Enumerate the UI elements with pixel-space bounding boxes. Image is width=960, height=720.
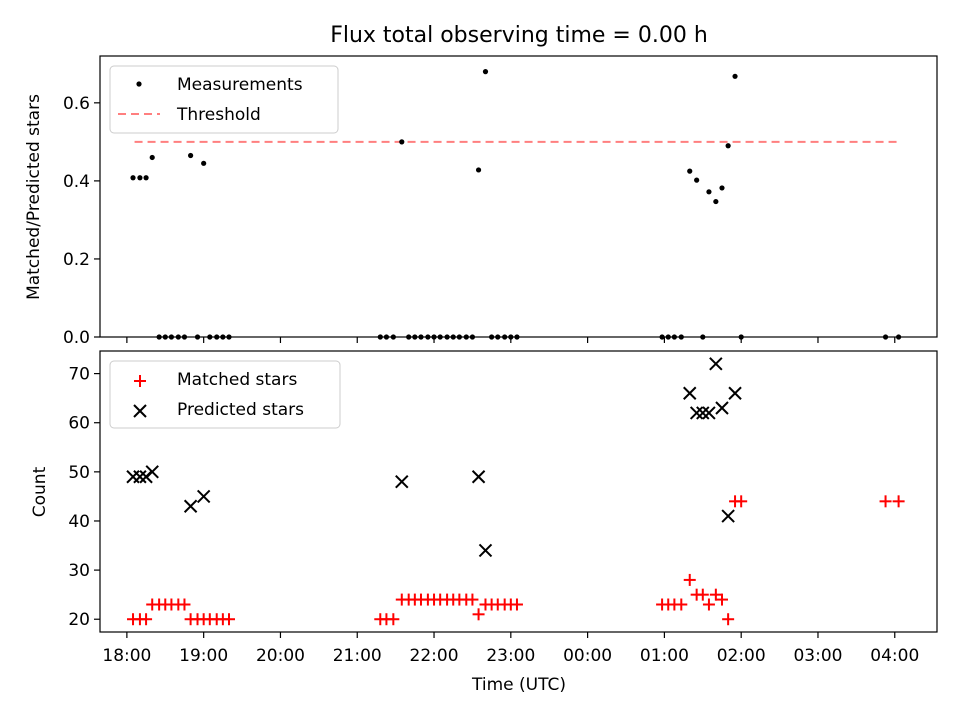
y-tick-label: 60 <box>68 414 90 434</box>
top-data-marks <box>130 69 902 340</box>
x-tick-label: 01:00 <box>640 646 689 666</box>
predicted-star-point <box>133 470 147 484</box>
top-y-ticks: 0.0 0.2 0.4 0.6 <box>63 94 100 348</box>
measurement-point <box>130 175 136 181</box>
x-tick-label: 18:00 <box>102 646 151 666</box>
measurement-point <box>706 189 712 195</box>
predicted-star-point <box>728 386 742 400</box>
legend-label-threshold: Threshold <box>176 105 261 125</box>
measurement-point <box>713 198 719 205</box>
matched-star-point <box>223 613 236 626</box>
bottom-legend: Matched stars Predicted stars <box>109 360 341 429</box>
measurement-point <box>201 160 207 166</box>
legend-label-matched: Matched stars <box>177 370 297 390</box>
bottom-data-marks <box>126 357 905 626</box>
x-tick-label: 20:00 <box>256 646 305 666</box>
matched-star-point <box>722 613 735 626</box>
matched-star-point <box>140 613 153 626</box>
matched-star-point <box>715 593 728 606</box>
y-tick-label: 0.2 <box>63 250 90 270</box>
matched-star-point <box>735 495 748 508</box>
measurement-point <box>137 175 143 181</box>
predicted-star-point <box>478 543 493 558</box>
top-legend-box <box>109 65 339 134</box>
top-x-ticks <box>126 337 896 343</box>
y-tick-label: 50 <box>68 463 90 483</box>
predicted-star-point <box>145 465 159 479</box>
predicted-star-point <box>471 470 486 484</box>
matched-star-point <box>709 588 722 601</box>
predicted-star-point <box>196 489 211 504</box>
y-tick-label: 20 <box>68 610 90 630</box>
legend-x-marker <box>133 404 147 418</box>
bottom-y-ticks: 20 30 40 50 60 70 <box>68 365 100 630</box>
measurement-point <box>694 177 700 183</box>
measurement-point <box>399 139 405 145</box>
matched-star-point <box>466 593 479 606</box>
bottom-legend-box <box>109 360 341 429</box>
matched-star-point <box>879 495 892 508</box>
measurement-point <box>188 152 194 159</box>
bottom-x-ticks: 18:00 19:00 20:00 21:00 22:00 23:00 00:00 01:00… <box>102 632 919 666</box>
y-tick-label: 70 <box>68 365 90 385</box>
predicted-star-point <box>395 474 409 489</box>
x-tick-label: 23:00 <box>486 646 535 666</box>
x-tick-label: 19:00 <box>179 646 228 666</box>
predicted-star-point <box>689 406 704 420</box>
matched-star-point <box>702 598 715 611</box>
top-axes-frame <box>99 55 938 338</box>
y-tick-label: 0.4 <box>63 172 90 192</box>
x-tick-label: 02:00 <box>717 646 766 666</box>
bottom-axes-frame <box>99 350 938 633</box>
x-tick-label: 03:00 <box>793 646 842 666</box>
measurement-point <box>143 175 149 181</box>
top-y-axis-label: Matched/Predicted stars <box>24 94 44 300</box>
y-tick-label: 40 <box>68 512 90 532</box>
legend-label-predicted: Predicted stars <box>177 400 304 420</box>
legend-dot-marker <box>136 81 142 87</box>
matched-star-point <box>178 598 191 611</box>
matched-star-point <box>683 573 696 586</box>
x-tick-label: 22:00 <box>410 646 459 666</box>
bottom-panel: 20 30 40 50 60 70 18:00 19:00 20:00 21:00 22:00 23… <box>30 350 938 695</box>
matched-star-point <box>387 613 400 626</box>
measurement-point <box>725 143 731 149</box>
y-tick-label: 0.6 <box>63 94 90 114</box>
measurement-point <box>482 69 489 75</box>
predicted-star-point <box>721 509 735 523</box>
x-axis-label: Time (UTC) <box>471 675 566 695</box>
legend-plus-marker <box>134 375 146 387</box>
y-tick-label: 30 <box>68 561 90 581</box>
x-tick-label: 00:00 <box>563 646 612 666</box>
x-tick-label: 04:00 <box>870 646 919 666</box>
chart-title: Flux total observing time = 0.00 h <box>330 23 708 48</box>
bottom-y-axis-label: Count <box>30 466 50 517</box>
measurement-point <box>732 73 738 79</box>
matched-star-point <box>696 588 709 601</box>
matched-star-point <box>892 495 905 508</box>
measurement-point <box>149 154 155 161</box>
predicted-star-point <box>696 406 710 420</box>
predicted-star-point <box>702 406 716 420</box>
measurement-point <box>475 167 482 173</box>
top-legend: Measurements Threshold <box>109 65 339 134</box>
matched-star-point <box>472 608 485 621</box>
measurement-point <box>719 185 725 191</box>
legend-label-measurements: Measurements <box>177 75 303 95</box>
top-panel: 0.0 0.2 0.4 0.6 Matched/Predicted stars Mea… <box>24 55 938 348</box>
x-tick-label: 21:00 <box>333 646 382 666</box>
measurement-point <box>687 168 693 174</box>
predicted-star-point <box>683 386 697 400</box>
predicted-star-point <box>183 499 198 513</box>
matched-star-point <box>510 598 523 611</box>
predicted-star-point <box>709 357 723 371</box>
y-tick-label: 0.0 <box>63 328 90 348</box>
predicted-star-point <box>715 401 729 415</box>
matched-star-point <box>675 598 688 611</box>
